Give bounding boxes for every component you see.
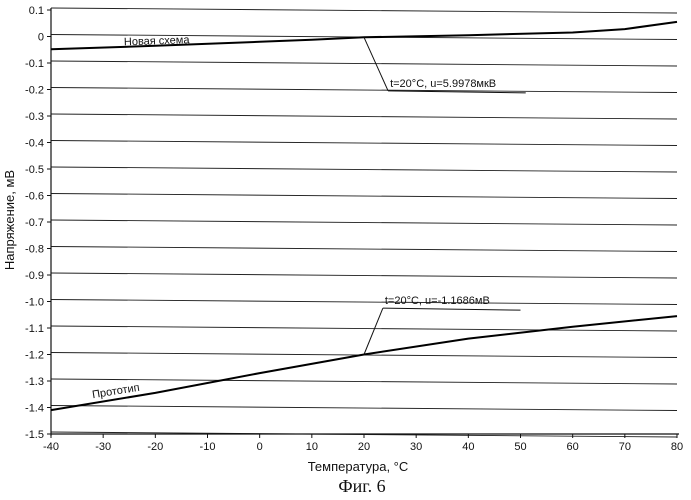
- gridline: [51, 8, 677, 13]
- y-tick-label: -0.5: [25, 164, 44, 176]
- y-tick-label: -1.1: [25, 323, 44, 335]
- x-tick-label: 80: [671, 441, 683, 453]
- y-tick-label: -0.4: [25, 138, 44, 150]
- annotation-underline: [383, 308, 521, 310]
- x-tick-label: 10: [306, 441, 318, 453]
- gridline: [51, 406, 677, 411]
- gridline: [51, 88, 677, 93]
- x-tick-label: -10: [200, 441, 216, 453]
- y-tick-label: -0.3: [25, 111, 44, 123]
- gridlines: [51, 8, 677, 437]
- x-tick-label: -30: [95, 441, 111, 453]
- gridline: [51, 220, 677, 225]
- x-tick-label: 60: [567, 441, 579, 453]
- series-name-label: Новая схема: [124, 34, 191, 48]
- annotation-label: t=20°C, u=-1.1686мВ: [385, 295, 490, 307]
- gridline: [51, 114, 677, 119]
- gridline: [51, 141, 677, 146]
- x-tick-label: 30: [410, 441, 422, 453]
- y-tick-label: -1.3: [25, 376, 44, 388]
- y-tick-label: -1.0: [25, 297, 44, 309]
- series-lines: [51, 22, 677, 410]
- x-tick-label: -40: [43, 441, 59, 453]
- y-tick-label: -1.5: [25, 429, 44, 441]
- y-tick-label: -0.9: [25, 270, 44, 282]
- x-tick-label: 70: [619, 441, 631, 453]
- x-tick-label: 0: [257, 441, 263, 453]
- y-axis-label: Напряжение, мВ: [2, 170, 17, 270]
- y-tick-label: -1.4: [25, 403, 44, 415]
- y-tick-label: -1.2: [25, 350, 44, 362]
- y-tick-label: 0.1: [29, 5, 44, 17]
- gridline: [51, 326, 677, 331]
- axes: [47, 8, 679, 438]
- gridline: [51, 167, 677, 172]
- x-tick-label: 20: [358, 441, 370, 453]
- annotation-leader: [364, 308, 383, 354]
- x-tick-label: -20: [147, 441, 163, 453]
- y-tick-label: -0.8: [25, 244, 44, 256]
- figure-caption: Фиг. 6: [338, 476, 385, 496]
- gridline: [51, 273, 677, 278]
- y-tick-label: -0.1: [25, 58, 44, 70]
- y-tick-label: 0: [38, 32, 44, 44]
- x-tick-label: 50: [514, 441, 526, 453]
- y-tick-label: -0.7: [25, 217, 44, 229]
- gridline: [51, 61, 677, 66]
- gridline: [51, 194, 677, 199]
- gridline: [51, 379, 677, 384]
- y-tick-label: -0.2: [25, 85, 44, 97]
- annotation-label: t=20°C, u=5.9978мкВ: [390, 78, 496, 90]
- y-tick-label: -0.6: [25, 191, 44, 203]
- series-name-label: Прототип: [91, 382, 140, 401]
- x-tick-label: 40: [462, 441, 474, 453]
- gridline: [51, 247, 677, 252]
- gridline: [51, 300, 677, 305]
- x-axis-label: Температура, °C: [308, 459, 409, 474]
